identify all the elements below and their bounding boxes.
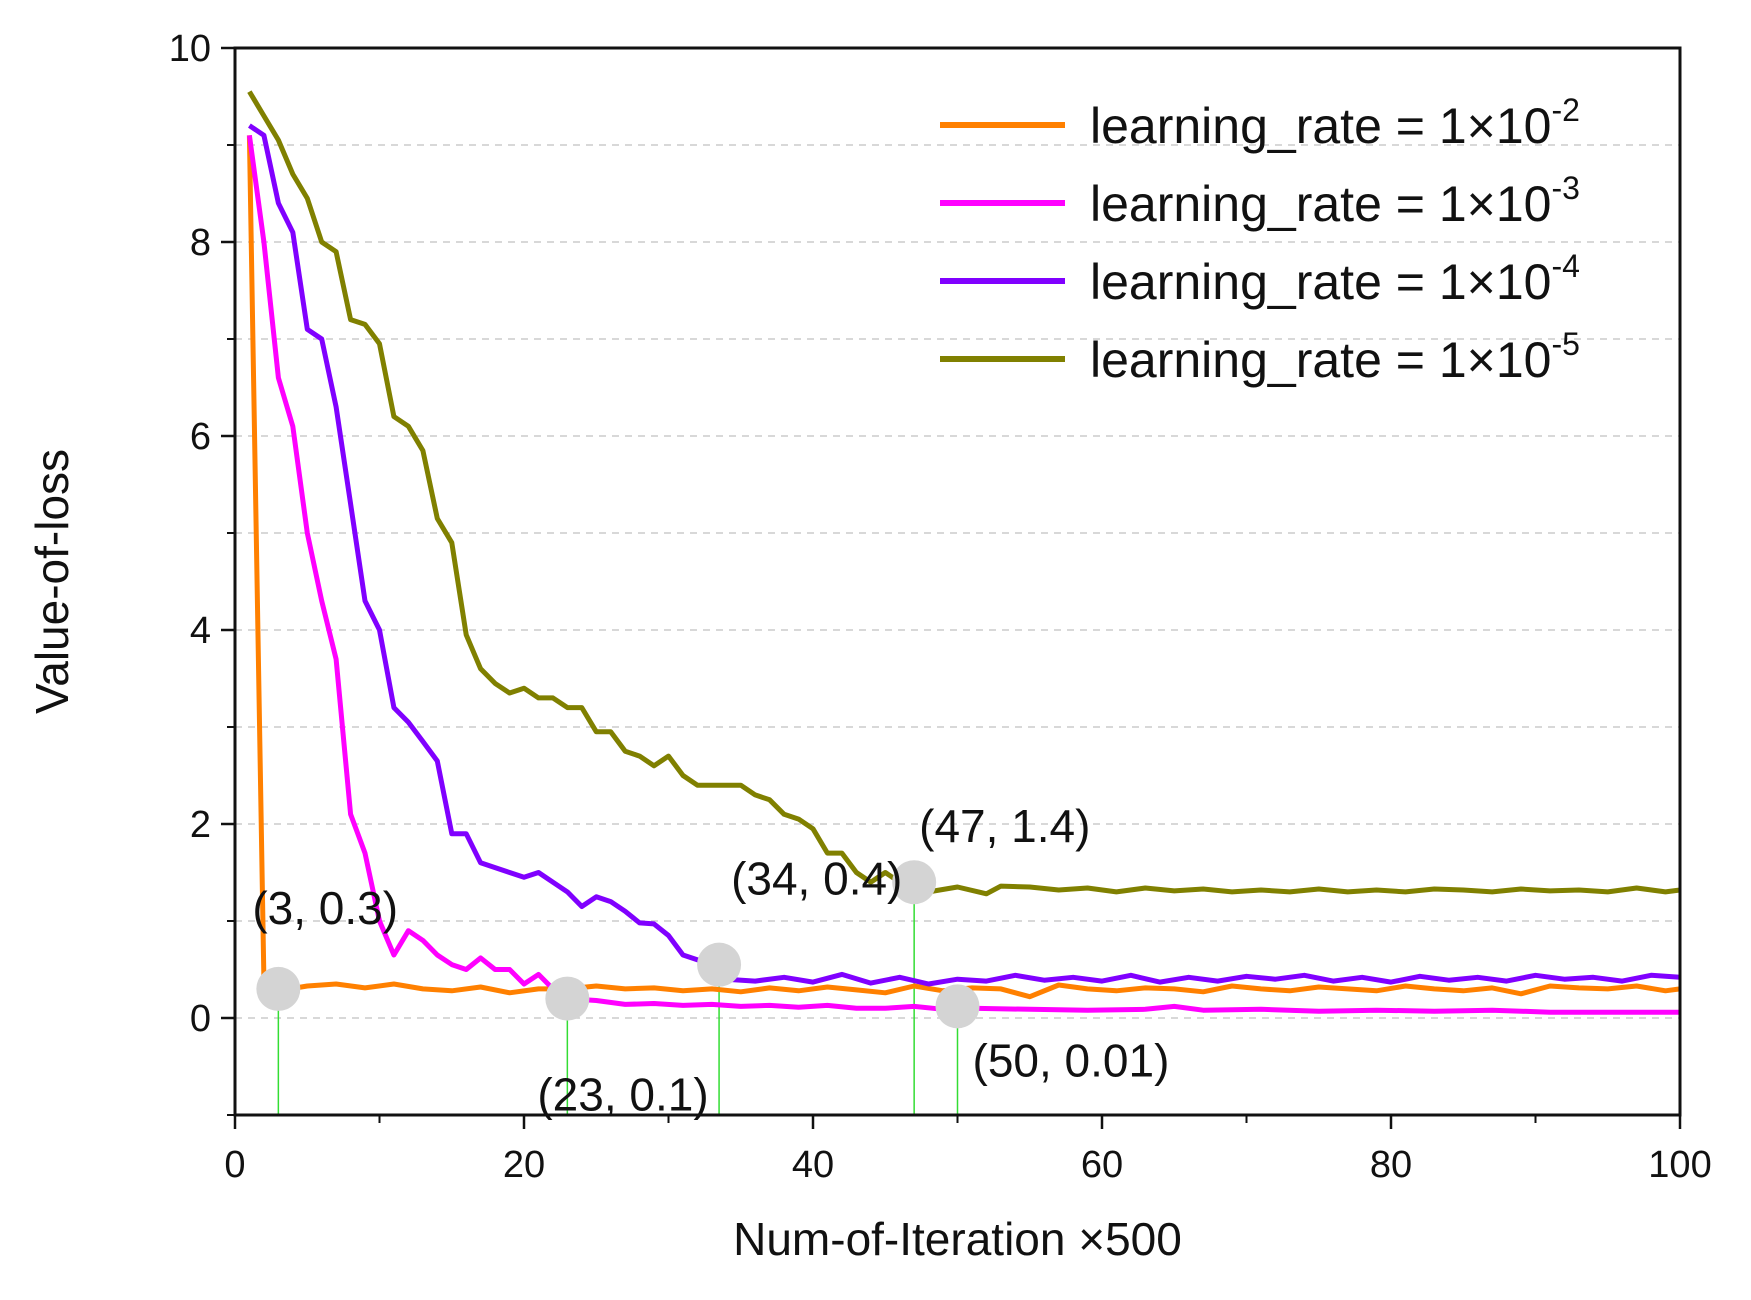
series-line-2: [246, 134, 1680, 1015]
annotation-label-1: (3, 0.3): [252, 882, 398, 934]
y-tick-label: 8: [190, 222, 211, 264]
series-line-3: [248, 123, 1681, 987]
x-tick-label: 20: [503, 1144, 545, 1186]
legend-exponent-3: -4: [1551, 248, 1579, 284]
annotation-marker-1: [256, 966, 301, 1011]
y-tick-label: 0: [190, 998, 211, 1040]
axis-ticks: 0 20 40 60 80 100 0 2 4 6 8 10: [169, 28, 1712, 1186]
y-tick-label: 4: [190, 610, 211, 652]
grid-layer: [235, 144, 1680, 1019]
y-tick-label: 10: [169, 28, 211, 70]
x-tick-label: 100: [1648, 1144, 1711, 1186]
annotation-marker-5: [935, 984, 980, 1029]
y-tick-label: 6: [190, 416, 211, 458]
annotation-label-3: (34, 0.4): [731, 853, 902, 905]
x-tick-label: 40: [792, 1144, 834, 1186]
x-tick-label: 0: [224, 1144, 245, 1186]
x-tick-label: 80: [1370, 1144, 1412, 1186]
y-tick-label: 2: [190, 804, 211, 846]
annotation-label-5: (50, 0.01): [973, 1034, 1170, 1086]
annotation-labels: (3, 0.3) (23, 0.1) (34, 0.4) (47, 1.4) (50, …: [252, 800, 1169, 1120]
y-axis-title: Value-of-loss: [26, 449, 78, 714]
legend-label-2: learning_rate = 1×10-3: [1090, 170, 1580, 232]
annotation-label-2: (23, 0.1): [537, 1069, 708, 1121]
legend-label-1: learning_rate = 1×10-2: [1090, 92, 1580, 154]
legend-label-3: learning_rate = 1×10-4: [1090, 248, 1580, 310]
legend-exponent-2: -3: [1551, 170, 1579, 206]
legend-exponent-4: -5: [1551, 326, 1579, 362]
legend: learning_rate = 1×10-2 learning_rate = 1×…: [940, 92, 1580, 388]
annotation-label-4: (47, 1.4): [919, 800, 1090, 852]
annotation-marker-4: [892, 860, 937, 905]
annotation-marker-3: [697, 942, 742, 987]
annotation-markers: [256, 860, 980, 1029]
x-tick-label: 60: [1081, 1144, 1123, 1186]
legend-label-4: learning_rate = 1×10-5: [1090, 326, 1580, 388]
series-line-4: [247, 90, 1681, 897]
legend-exponent-1: -2: [1551, 92, 1579, 128]
x-axis-title: Num-of-Iteration ×500: [733, 1213, 1182, 1265]
annotation-marker-2: [545, 976, 590, 1021]
